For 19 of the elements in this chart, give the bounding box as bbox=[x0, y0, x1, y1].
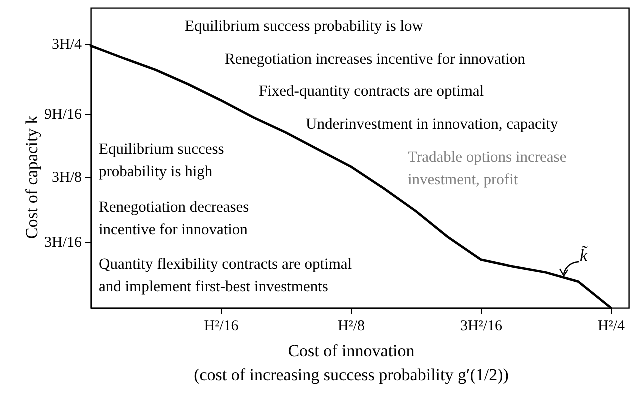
text: 3H/16 bbox=[44, 235, 82, 251]
text: 9H/16 bbox=[44, 107, 82, 123]
annotation: Renegotiation increases incentive for innovation bbox=[225, 51, 526, 68]
text: 3H/4 bbox=[52, 37, 82, 53]
annotation: k̃ bbox=[580, 246, 588, 265]
annotation: Fixed-quantity contracts are optimal bbox=[259, 83, 484, 100]
annotation: Renegotiation decreases incentive for innovation bbox=[99, 199, 250, 238]
x-tick-label: H²/4 bbox=[598, 318, 626, 334]
text: 3H/8 bbox=[52, 170, 82, 186]
text: Equilibrium success probability is low bbox=[185, 18, 424, 35]
x-tick-label: 3H²/16 bbox=[460, 318, 503, 334]
annotation: Underinvestment in innovation, capacity bbox=[306, 116, 558, 133]
y-axis-title: Cost of capacity k bbox=[22, 115, 42, 240]
x-tick-label: H²/8 bbox=[338, 318, 365, 334]
x-tick-label: H²/16 bbox=[204, 318, 240, 334]
annotation: Tradable options increase investment, profit bbox=[408, 149, 567, 188]
annotation: Equilibrium success probability is high bbox=[99, 141, 224, 180]
x-axis-title: Cost of innovation (cost of increasing success probability g′(1/2)) bbox=[194, 342, 509, 384]
annotation: Quantity flexibility contracts are optimal and implement first-best investments bbox=[99, 256, 352, 296]
